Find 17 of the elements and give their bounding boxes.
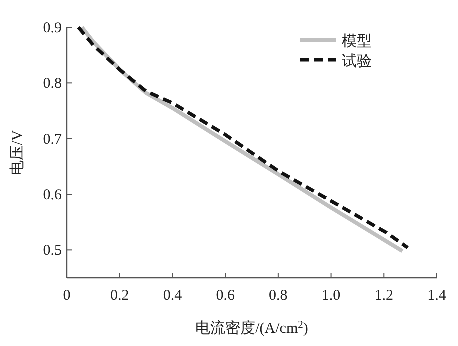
legend-label: 模型: [342, 33, 372, 50]
x-tick-label: 0.2: [110, 288, 130, 304]
x-tick-label: 0.8: [269, 288, 288, 304]
y-tick-label: 0.9: [43, 20, 62, 36]
x-axis-title: 电流密度/(A/cm$^{2}$): [196, 320, 308, 337]
x-tick-label: 1.2: [374, 288, 394, 304]
y-tick-label: 0.5: [43, 243, 62, 260]
x-tick-label: 0.6: [216, 288, 236, 304]
legend-label: 试验: [342, 53, 372, 70]
y-tick-label: 0.8: [43, 76, 62, 92]
y-tick-label: 0.7: [43, 132, 62, 148]
x-tick-label: 0.4: [163, 288, 183, 304]
y-axis-title: 电压/V: [9, 130, 26, 176]
x-tick-label: 1.4: [428, 288, 447, 304]
y-tick-label: 0.6: [43, 188, 62, 204]
x-tick-label: 1.0: [322, 288, 341, 304]
x-tick-label: 0: [63, 288, 71, 304]
